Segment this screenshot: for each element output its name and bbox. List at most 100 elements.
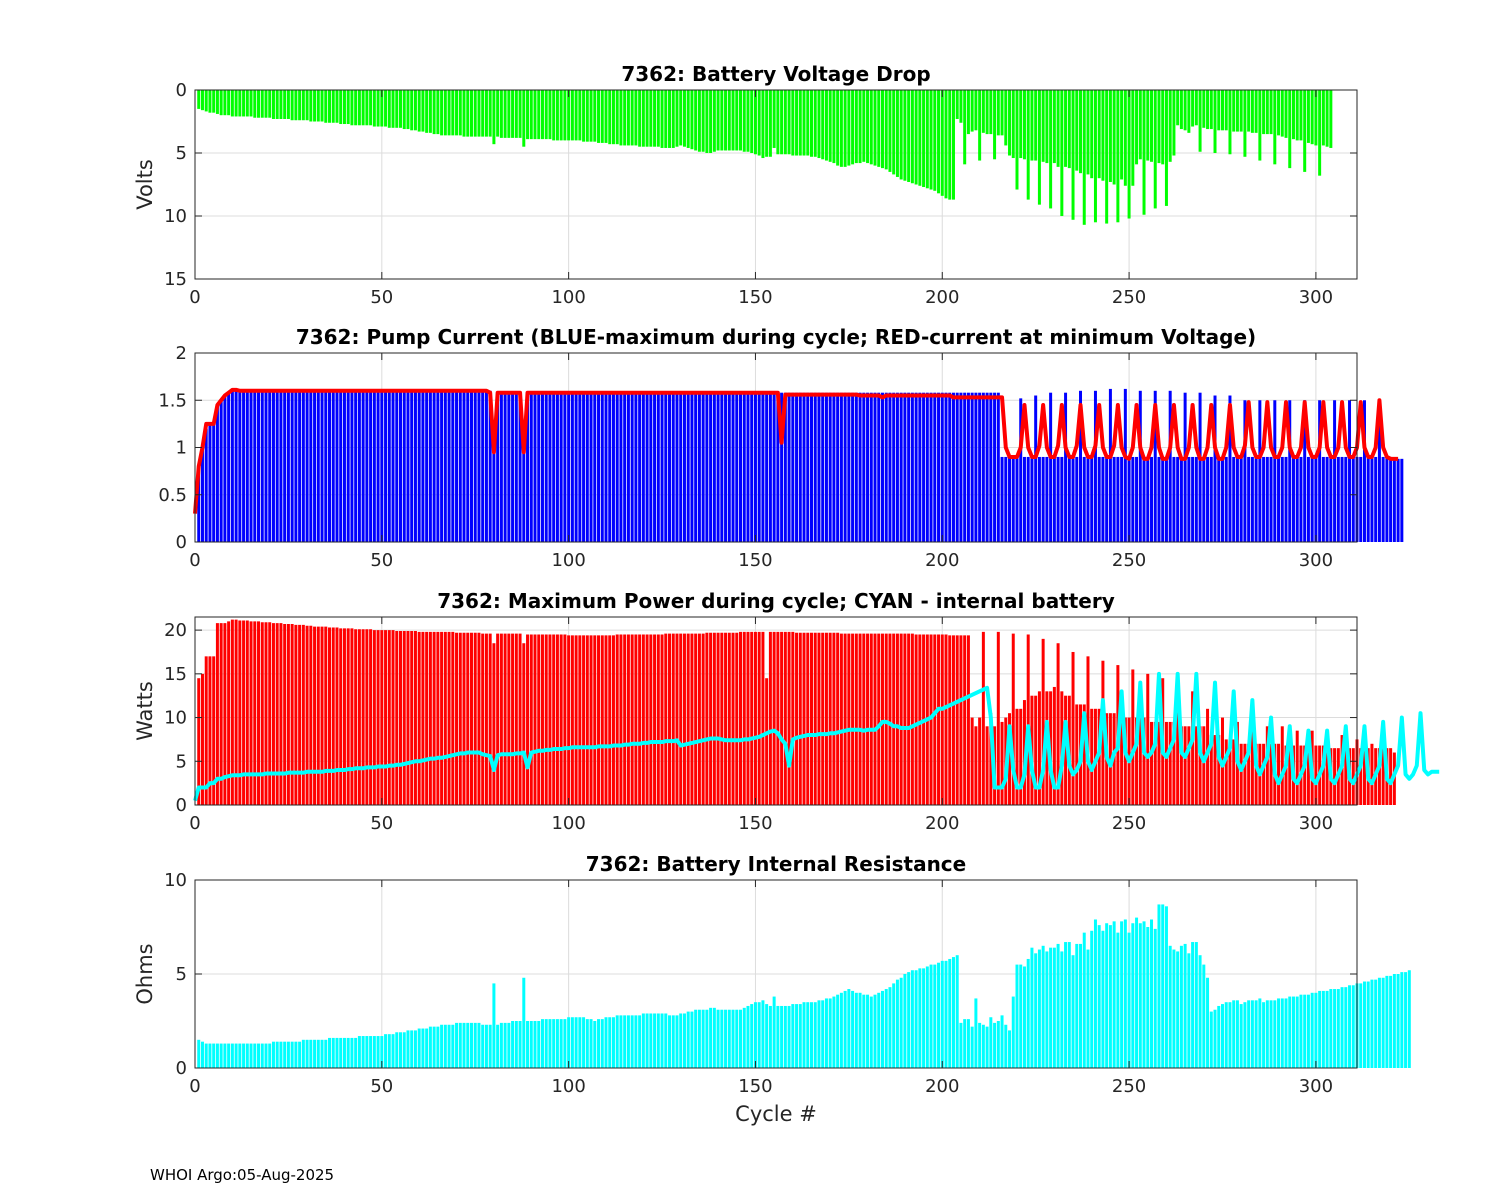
bar: [507, 1022, 511, 1068]
bar: [686, 90, 690, 148]
bar: [320, 390, 324, 542]
bar: [1262, 743, 1266, 805]
bar: [328, 627, 331, 805]
bar: [477, 632, 481, 805]
bar: [1254, 743, 1258, 805]
bar: [847, 989, 851, 1068]
bar: [1235, 456, 1239, 542]
bar: [537, 90, 541, 140]
y-tick-label: 2: [176, 343, 187, 364]
bar: [1314, 456, 1318, 542]
bar: [933, 964, 937, 1068]
bar: [462, 390, 466, 542]
bar: [750, 631, 754, 805]
bar: [324, 90, 328, 123]
bar: [1037, 691, 1041, 805]
bar: [260, 90, 264, 118]
bar: [1224, 1002, 1228, 1068]
bar: [690, 392, 694, 542]
bar: [511, 1021, 515, 1068]
bar: [1052, 947, 1056, 1068]
bar: [1037, 90, 1041, 205]
bar: [1340, 987, 1344, 1068]
bar: [384, 1034, 388, 1068]
bar: [1079, 90, 1083, 174]
bar: [686, 1011, 690, 1068]
bar: [817, 632, 821, 805]
bar: [630, 634, 634, 805]
bar: [1250, 721, 1254, 805]
bar: [1082, 932, 1086, 1068]
bar: [1265, 456, 1269, 542]
bar: [869, 392, 873, 542]
bar: [1064, 90, 1068, 167]
bar: [866, 994, 870, 1068]
bar: [522, 90, 526, 147]
bar: [1243, 400, 1247, 542]
bar: [1060, 456, 1064, 542]
bar: [772, 996, 776, 1068]
y-tick-label: 5: [176, 143, 187, 164]
bar: [1157, 456, 1161, 542]
bar: [335, 90, 339, 123]
bar: [518, 633, 522, 805]
y-tick-label: 10: [164, 708, 187, 729]
bar: [1045, 691, 1049, 805]
bar: [925, 966, 929, 1068]
bar: [611, 392, 615, 542]
bar: [720, 632, 724, 805]
bar: [653, 392, 657, 542]
bar: [1191, 90, 1195, 127]
bar: [634, 634, 638, 805]
bar: [1142, 456, 1146, 542]
bar: [656, 1013, 660, 1068]
bar: [1142, 921, 1146, 1068]
bar: [1176, 456, 1180, 542]
bar: [1273, 400, 1277, 542]
bar: [447, 1024, 451, 1068]
bar: [481, 633, 485, 805]
bar: [1164, 90, 1168, 206]
bar: [548, 634, 552, 805]
bar: [552, 392, 556, 542]
bar: [832, 996, 836, 1068]
bar: [1280, 726, 1284, 805]
bar: [996, 90, 1000, 136]
bar: [496, 90, 500, 137]
bar: [200, 90, 204, 111]
bar: [585, 635, 589, 805]
bar: [1127, 456, 1131, 542]
bar: [1019, 90, 1023, 159]
bar: [742, 1007, 746, 1068]
bar: [298, 1041, 302, 1068]
bar: [223, 395, 227, 542]
bar: [484, 90, 488, 137]
bar: [996, 1021, 1000, 1068]
bar: [944, 392, 948, 542]
bar: [985, 726, 989, 805]
bar: [1082, 704, 1086, 805]
bar: [1217, 90, 1221, 131]
bar: [795, 392, 799, 542]
bar: [230, 619, 234, 805]
bar: [783, 90, 787, 155]
bar: [544, 634, 548, 805]
bar: [540, 392, 544, 542]
bar: [787, 392, 791, 542]
bar: [753, 1002, 757, 1068]
bar: [331, 390, 335, 542]
bar: [499, 633, 503, 805]
bar: [854, 633, 858, 805]
x-tick-label: 250: [1112, 813, 1146, 834]
bar: [843, 990, 847, 1068]
bar: [522, 452, 526, 542]
bar: [1306, 745, 1310, 805]
bar: [466, 90, 470, 137]
bar: [1303, 745, 1307, 805]
bar: [1344, 748, 1348, 805]
bar: [268, 622, 272, 805]
bar: [219, 400, 223, 542]
bar: [1153, 390, 1157, 542]
bar: [1015, 456, 1019, 542]
bar: [600, 392, 604, 542]
